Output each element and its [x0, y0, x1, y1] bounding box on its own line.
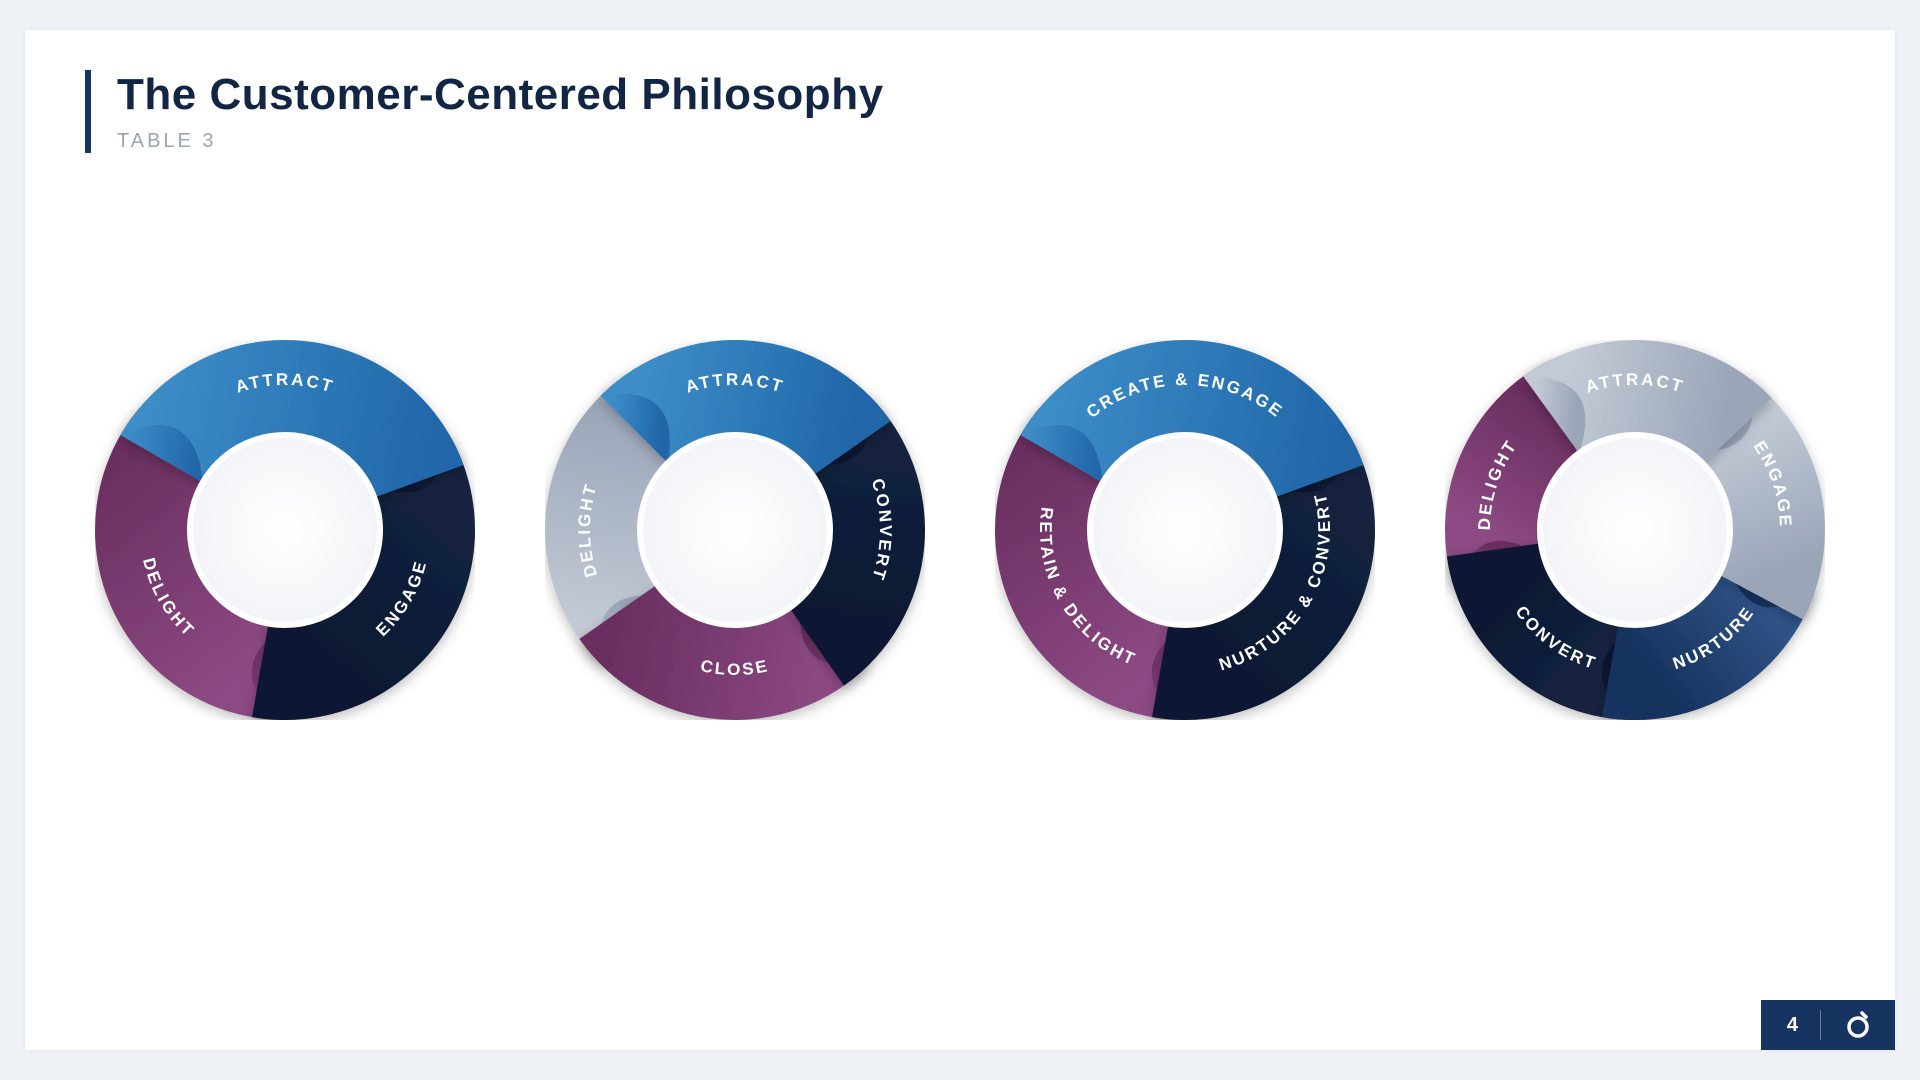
wheel-4: ATTRACTENGAGENURTURECONVERTDELIGHT: [1445, 340, 1825, 720]
page-number: 4: [1787, 1014, 1798, 1037]
footer: 4: [1761, 1000, 1895, 1050]
wheel-hub: [1090, 435, 1280, 625]
wheel-hub: [640, 435, 830, 625]
slide: The Customer-Centered Philosophy TABLE 3…: [25, 30, 1895, 1050]
slide-subtitle: TABLE 3: [117, 130, 884, 153]
footer-logo-icon: [1843, 1010, 1873, 1040]
title-block: The Customer-Centered Philosophy TABLE 3: [85, 70, 884, 153]
wheel-hub: [190, 435, 380, 625]
wheel-3: CREATE & ENGAGENURTURE & CONVERTRETAIN &…: [995, 340, 1375, 720]
slide-title: The Customer-Centered Philosophy: [117, 70, 884, 120]
wheels-row: ATTRACTENGAGEDELIGHTATTRACTCONVERTCLOSED…: [25, 340, 1895, 720]
wheel-hub: [1540, 435, 1730, 625]
wheel-1: ATTRACTENGAGEDELIGHT: [95, 340, 475, 720]
wheel-2: ATTRACTCONVERTCLOSEDELIGHT: [545, 340, 925, 720]
footer-separator: [1820, 1010, 1821, 1040]
